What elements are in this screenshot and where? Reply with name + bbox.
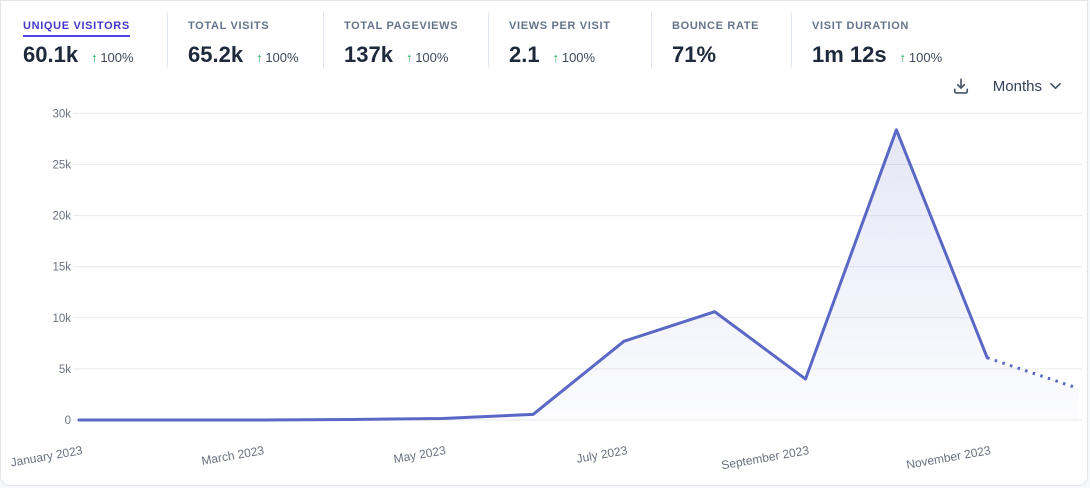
y-tick-label: 25k	[52, 160, 71, 172]
metric-label: BOUNCE RATE	[672, 20, 760, 32]
delta-percent: 100%	[561, 50, 596, 65]
x-tick-label: March 2023	[200, 443, 265, 468]
delta-percent: 100%	[908, 50, 943, 65]
metric-visit-duration[interactable]: VISIT DURATION 1m 12s ↑ 100%	[791, 12, 942, 68]
metric-total-visits[interactable]: TOTAL VISITS 65.2k ↑ 100%	[167, 12, 323, 68]
metric-value: 60.1k	[23, 42, 79, 67]
y-tick-label: 5k	[59, 364, 71, 376]
metric-delta: ↑ 100%	[256, 50, 299, 65]
metrics-bar: UNIQUE VISITORS 60.1k ↑ 100% TOTAL VISITS 65.…	[23, 12, 942, 68]
x-tick-label: July 2023	[575, 443, 628, 466]
metric-value: 2.1	[509, 42, 540, 67]
trend-area-fill	[79, 129, 1078, 421]
metric-delta: ↑ 100%	[553, 50, 596, 65]
metric-delta: ↑ 100%	[900, 50, 943, 65]
metric-value: 137k	[344, 42, 393, 67]
y-tick-label: 15k	[52, 262, 71, 274]
y-axis-labels: 0 5k 10k 15k 20k 25k 30k	[52, 108, 71, 427]
metric-label: TOTAL PAGEVIEWS	[344, 20, 459, 32]
y-tick-label: 10k	[52, 313, 71, 325]
chart-controls: Months	[949, 74, 1061, 98]
download-icon	[953, 78, 968, 94]
x-tick-label: January 2023	[9, 443, 83, 469]
metric-views-per-visit[interactable]: VIEWS PER VISIT 2.1 ↑ 100%	[488, 12, 651, 68]
metric-unique-visitors[interactable]: UNIQUE VISITORS 60.1k ↑ 100%	[23, 12, 167, 68]
trend-area	[79, 129, 1078, 421]
delta-up-arrow-icon: ↑	[91, 51, 98, 65]
metric-bounce-rate[interactable]: BOUNCE RATE 71%	[651, 12, 791, 68]
delta-up-arrow-icon: ↑	[552, 51, 559, 65]
x-tick-label: May 2023	[392, 443, 447, 466]
grid-lines	[73, 112, 1082, 421]
x-axis-labels: January 2023 March 2023 May 2023 July 2023 S…	[9, 443, 992, 472]
chart-canvas[interactable]: 0 5k 10k 15k 20k 25k 30k January 2023 March 202…	[1, 96, 1088, 486]
metric-label: TOTAL VISITS	[188, 20, 270, 32]
y-tick-label: 20k	[52, 211, 71, 223]
delta-percent: 100%	[265, 50, 299, 65]
delta-percent: 100%	[415, 50, 449, 65]
delta-up-arrow-icon: ↑	[899, 51, 906, 65]
metric-value: 71%	[672, 42, 717, 67]
delta-up-arrow-icon: ↑	[256, 51, 263, 65]
trend-line	[77, 128, 1079, 422]
interval-label: Months	[992, 77, 1042, 95]
y-tick-label: 30k	[52, 108, 71, 120]
metric-total-pageviews[interactable]: TOTAL PAGEVIEWS 137k ↑ 100%	[323, 12, 488, 68]
x-tick-label: November 2023	[905, 443, 992, 472]
y-tick-label: 0	[65, 415, 71, 427]
download-button[interactable]	[949, 74, 973, 98]
metric-label: UNIQUE VISITORS	[23, 20, 130, 37]
metric-value: 1m 12s	[812, 42, 887, 67]
chevron-down-icon	[1050, 82, 1061, 90]
metric-delta: ↑ 100%	[406, 50, 449, 65]
delta-up-arrow-icon: ↑	[405, 51, 413, 65]
interval-dropdown[interactable]: Months	[993, 78, 1061, 95]
metric-value: 65.2k	[188, 42, 244, 67]
metric-label: VIEWS PER VISIT	[509, 20, 611, 32]
delta-percent: 100%	[100, 50, 134, 65]
trend-line-solid	[77, 128, 989, 422]
metric-label: VISIT DURATION	[812, 20, 910, 32]
x-tick-label: September 2023	[720, 443, 810, 472]
metric-delta: ↑ 100%	[91, 50, 134, 65]
